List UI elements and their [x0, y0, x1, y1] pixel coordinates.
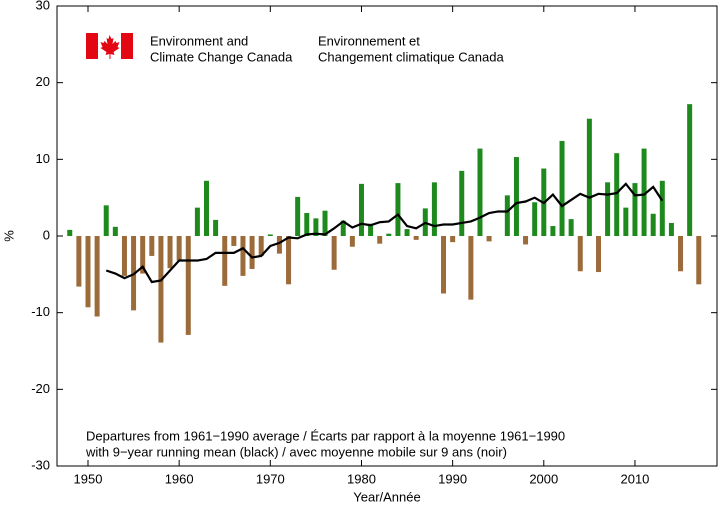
bar	[568, 219, 574, 236]
y-tick-label: 20	[36, 74, 50, 89]
bar	[67, 229, 73, 236]
bar	[149, 236, 155, 256]
bar	[659, 180, 665, 236]
bar	[85, 236, 91, 308]
bar	[222, 236, 228, 286]
bar	[586, 118, 592, 236]
x-tick-label: 1980	[347, 471, 376, 486]
bar	[577, 236, 583, 272]
bar	[204, 180, 210, 236]
bar	[413, 236, 419, 240]
x-tick-label: 1950	[74, 471, 103, 486]
bar	[176, 236, 182, 261]
bar	[249, 236, 255, 269]
bar	[523, 236, 529, 245]
bar	[532, 202, 538, 236]
bar	[331, 236, 337, 270]
org-en-1: Environment and	[150, 33, 248, 48]
x-tick-label: 1990	[438, 471, 467, 486]
bar	[687, 104, 693, 236]
x-tick-label: 1970	[256, 471, 285, 486]
bar	[623, 207, 629, 236]
y-tick-label: -10	[31, 304, 50, 319]
bar	[112, 226, 118, 236]
bar	[605, 182, 611, 236]
bar	[513, 157, 519, 236]
bar	[286, 236, 292, 285]
org-en-2: Climate Change Canada	[150, 49, 293, 64]
x-axis-label: Year/Année	[353, 489, 420, 504]
y-tick-label: 30	[36, 0, 50, 12]
bar	[504, 195, 510, 236]
bar	[377, 236, 383, 244]
bar	[386, 233, 392, 236]
bar	[322, 210, 328, 236]
bar	[650, 213, 656, 236]
bar	[486, 236, 492, 242]
bar	[696, 236, 702, 285]
bar	[641, 148, 647, 236]
bar	[103, 205, 109, 236]
bar	[431, 182, 437, 236]
bar	[276, 236, 282, 254]
bar	[632, 183, 638, 236]
bar	[121, 236, 127, 276]
canada-flag	[86, 33, 133, 59]
bar	[167, 236, 173, 269]
running-mean-line	[105, 182, 664, 284]
bar	[678, 236, 684, 272]
annotation-2: with 9−year running mean (black) / avec …	[85, 444, 507, 459]
bar	[477, 148, 483, 236]
y-tick-label: 10	[36, 151, 50, 166]
bar	[258, 236, 264, 256]
x-tick-label: 1960	[165, 471, 194, 486]
bar	[595, 236, 601, 273]
bar	[441, 236, 447, 294]
bar	[213, 219, 219, 236]
bar	[231, 236, 237, 246]
y-tick-label: 0	[43, 227, 50, 242]
bar	[559, 140, 565, 236]
bar	[76, 236, 82, 287]
org-fr-2: Changement climatique Canada	[318, 49, 504, 64]
y-tick-label: -20	[31, 381, 50, 396]
org-fr-1: Environnement et	[318, 33, 420, 48]
bar	[185, 236, 191, 335]
bar	[368, 223, 374, 236]
bar	[313, 218, 319, 236]
bar	[395, 183, 401, 236]
bar	[304, 213, 310, 236]
bar	[340, 220, 346, 236]
bar	[140, 236, 146, 274]
bar	[550, 226, 556, 236]
bar	[267, 234, 273, 236]
bar	[194, 207, 200, 236]
bar	[295, 196, 301, 236]
bar	[468, 236, 474, 300]
bar	[668, 222, 674, 236]
annotation-1: Departures from 1961−1990 average / Écar…	[86, 428, 565, 443]
y-tick-label: -30	[31, 457, 50, 472]
x-tick-label: 2010	[620, 471, 649, 486]
bar	[94, 236, 100, 317]
bar	[614, 153, 620, 236]
bar	[158, 236, 164, 343]
bar	[240, 236, 246, 276]
bar	[459, 170, 465, 236]
y-axis-label: %	[1, 230, 16, 242]
bar	[450, 236, 456, 243]
bar	[358, 183, 364, 236]
bar	[349, 236, 355, 247]
x-tick-label: 2000	[529, 471, 558, 486]
bar	[404, 229, 410, 236]
